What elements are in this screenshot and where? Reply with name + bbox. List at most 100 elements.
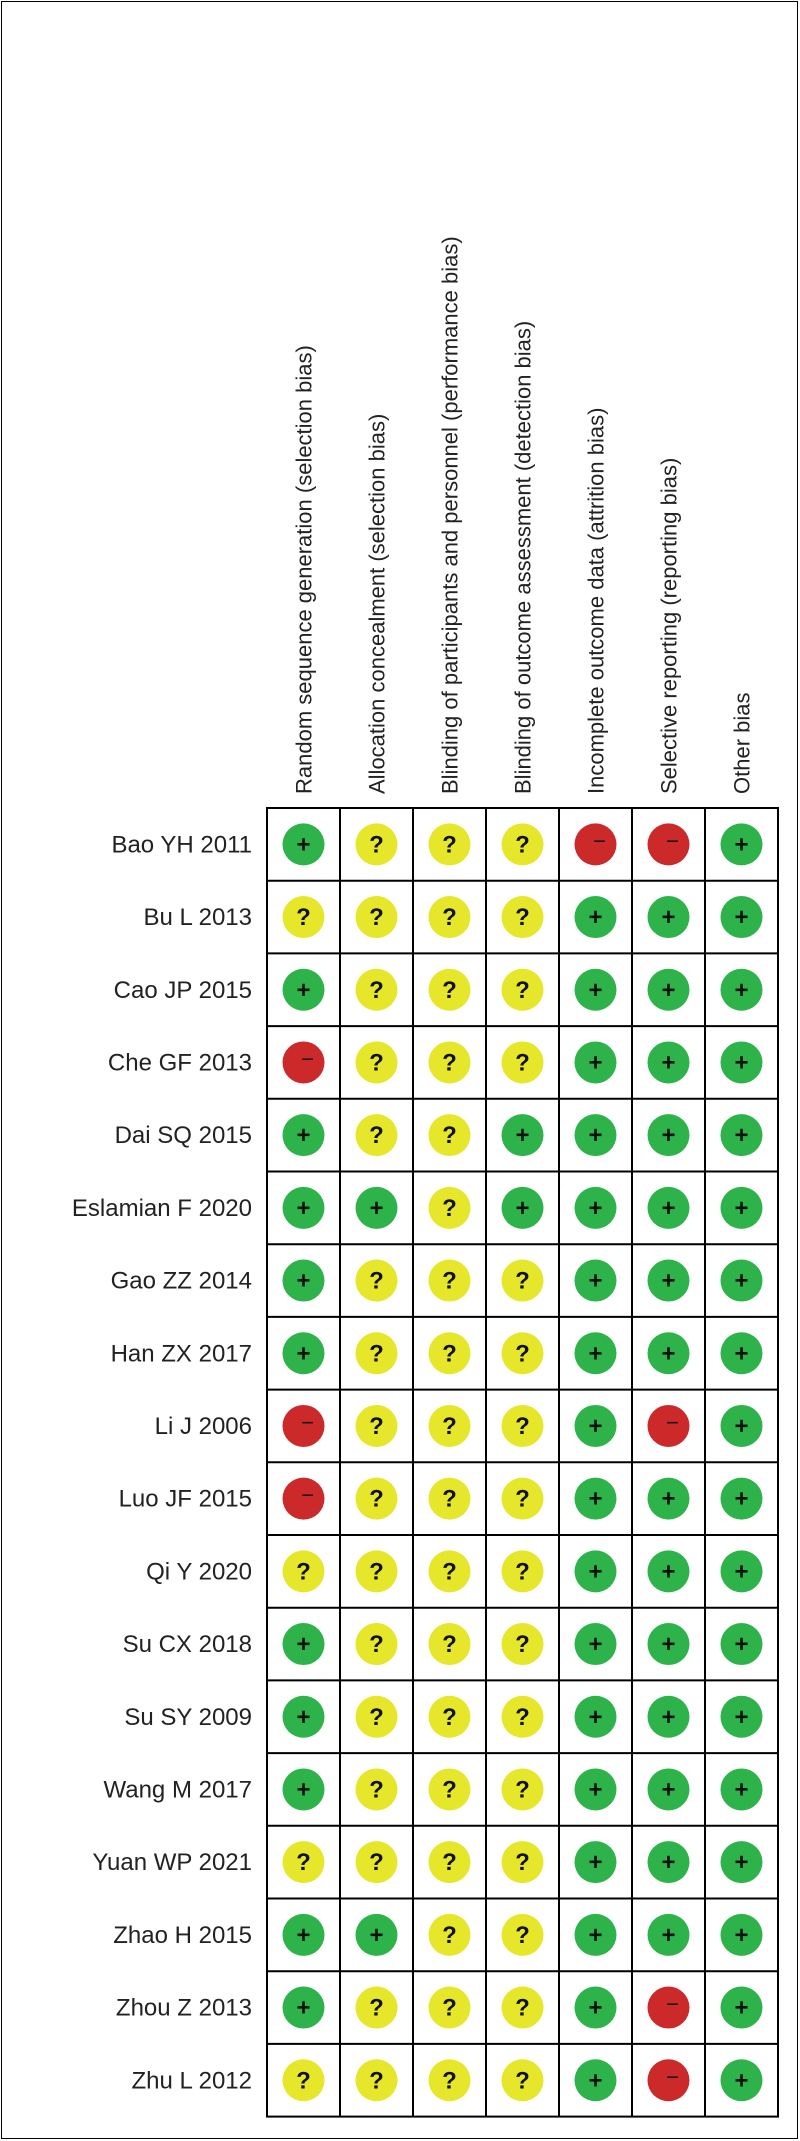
judgement-symbol: + <box>734 1922 748 1949</box>
judgement-low-marker <box>647 896 690 939</box>
judgement-low-marker <box>720 1768 763 1811</box>
judgement-symbol: ? <box>369 831 384 858</box>
judgement-symbol: ? <box>442 1922 457 1949</box>
judgement-symbol: ? <box>515 1995 530 2022</box>
judgement-symbol: ? <box>515 831 530 858</box>
judgement-unclear-marker <box>355 1695 398 1738</box>
judgement-symbol: ? <box>515 2067 530 2094</box>
domain-label: Allocation concealment (selection bias) <box>365 414 390 794</box>
judgement-symbol: + <box>734 1049 748 1076</box>
judgement-low-marker <box>720 1841 763 1884</box>
judgement-low-marker <box>282 1114 325 1157</box>
judgement-low-marker <box>720 1986 763 2029</box>
judgement-symbol: + <box>588 1631 602 1658</box>
judgement-unclear-marker <box>355 1477 398 1520</box>
judgement-low-marker <box>720 1186 763 1229</box>
judgement-symbol: + <box>369 1195 383 1222</box>
judgement-low-marker <box>647 1841 690 1884</box>
judgement-symbol: + <box>515 1195 529 1222</box>
judgement-low-marker <box>574 1695 617 1738</box>
judgement-low-marker <box>574 968 617 1011</box>
judgement-symbol: ? <box>442 1268 457 1295</box>
domain-label: Selective reporting (reporting bias) <box>657 458 682 794</box>
judgement-unclear-marker <box>428 1768 471 1811</box>
judgement-symbol: + <box>734 1122 748 1149</box>
judgement-unclear-marker <box>282 2059 325 2102</box>
judgement-symbol: + <box>296 1195 310 1222</box>
judgement-low-marker <box>647 1550 690 1593</box>
judgement-high-marker <box>282 1477 325 1520</box>
judgement-symbol: + <box>661 1704 675 1731</box>
judgement-symbol: + <box>369 1922 383 1949</box>
judgement-symbol: ? <box>369 1413 384 1440</box>
judgement-symbol: ? <box>515 904 530 931</box>
study-label: Li J 2006 <box>155 1413 252 1440</box>
judgement-unclear-marker <box>282 896 325 939</box>
judgement-symbol: + <box>734 1995 748 2022</box>
judgement-unclear-marker <box>355 1114 398 1157</box>
judgement-low-marker <box>574 1986 617 2029</box>
judgement-unclear-marker <box>428 1841 471 1884</box>
judgement-symbol: + <box>588 1558 602 1585</box>
judgement-symbol: + <box>588 1413 602 1440</box>
judgement-low-marker <box>720 1114 763 1157</box>
judgement-symbol: − <box>666 1410 679 1435</box>
judgement-low-marker <box>574 1114 617 1157</box>
judgement-unclear-marker <box>501 2059 544 2102</box>
judgement-high-marker <box>647 2059 690 2102</box>
judgement-high-marker <box>282 1041 325 1084</box>
judgement-unclear-marker <box>428 1404 471 1447</box>
judgement-symbol: + <box>588 1704 602 1731</box>
study-label: Cao JP 2015 <box>114 977 252 1004</box>
judgement-low-marker <box>720 1623 763 1666</box>
judgement-symbol: + <box>661 1195 675 1222</box>
judgement-low-marker <box>647 1477 690 1520</box>
judgement-unclear-marker <box>501 896 544 939</box>
judgement-symbol: ? <box>369 1340 384 1367</box>
judgement-low-marker <box>282 1332 325 1375</box>
judgement-low-marker <box>647 1695 690 1738</box>
judgement-symbol: + <box>661 1486 675 1513</box>
judgement-symbol: + <box>588 1922 602 1949</box>
judgement-unclear-marker <box>501 1913 544 1956</box>
judgement-low-marker <box>282 1768 325 1811</box>
judgement-unclear-marker <box>501 1404 544 1447</box>
judgement-unclear-marker <box>501 1041 544 1084</box>
study-label: Luo JF 2015 <box>119 1486 252 1513</box>
judgement-symbol: + <box>588 1486 602 1513</box>
judgement-unclear-marker <box>501 1550 544 1593</box>
judgement-unclear-marker <box>501 1477 544 1520</box>
judgement-symbol: + <box>734 1486 748 1513</box>
judgement-symbol: ? <box>515 1413 530 1440</box>
judgement-unclear-marker <box>355 1259 398 1302</box>
judgement-symbol: ? <box>296 1558 311 1585</box>
judgement-symbol: + <box>661 977 675 1004</box>
judgement-low-marker <box>574 1186 617 1229</box>
judgement-unclear-marker <box>501 823 544 866</box>
judgement-symbol: + <box>588 1268 602 1295</box>
judgement-symbol: ? <box>515 1268 530 1295</box>
judgement-symbol: ? <box>296 904 311 931</box>
judgement-unclear-marker <box>501 1986 544 2029</box>
judgement-symbol: + <box>588 904 602 931</box>
judgement-symbol: ? <box>369 1849 384 1876</box>
judgement-unclear-marker <box>501 1332 544 1375</box>
judgement-symbol: ? <box>515 1922 530 1949</box>
judgement-low-marker <box>282 1259 325 1302</box>
judgement-symbol: + <box>588 1995 602 2022</box>
judgement-unclear-marker <box>355 1986 398 2029</box>
judgement-symbol: + <box>588 2067 602 2094</box>
study-label: Bu L 2013 <box>143 904 252 931</box>
judgement-symbol: + <box>296 1268 310 1295</box>
judgement-unclear-marker <box>428 1041 471 1084</box>
judgement-unclear-marker <box>355 1041 398 1084</box>
judgement-symbol: + <box>734 1631 748 1658</box>
judgement-symbol: − <box>593 828 606 853</box>
judgement-symbol: + <box>296 1631 310 1658</box>
judgement-symbol: + <box>296 831 310 858</box>
judgement-low-marker <box>647 1186 690 1229</box>
judgement-low-marker <box>574 1041 617 1084</box>
domain-label: Blinding of outcome assessment (detectio… <box>511 321 536 794</box>
judgement-unclear-marker <box>282 1550 325 1593</box>
